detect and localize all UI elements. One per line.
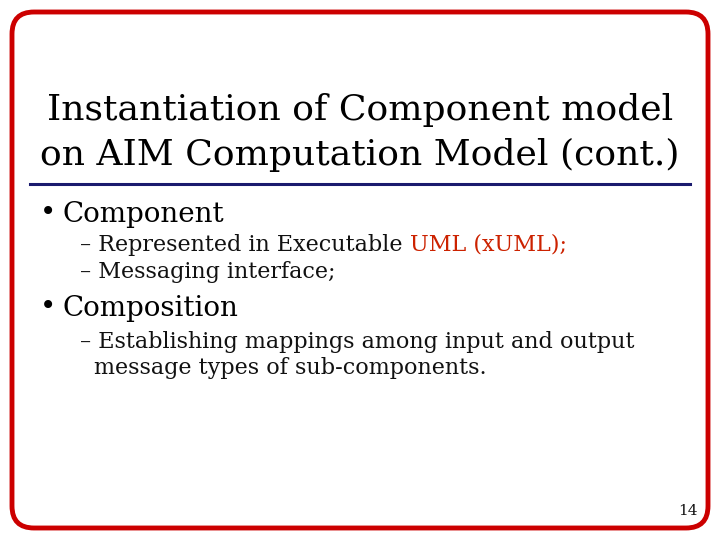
Text: message types of sub-components.: message types of sub-components. bbox=[94, 357, 487, 379]
Text: 14: 14 bbox=[678, 504, 698, 518]
Text: UML (xUML);: UML (xUML); bbox=[410, 234, 567, 256]
Text: •: • bbox=[40, 200, 56, 227]
Text: Component: Component bbox=[62, 200, 224, 227]
Text: – Establishing mappings among input and output: – Establishing mappings among input and … bbox=[80, 331, 634, 353]
Text: Instantiation of Component model: Instantiation of Component model bbox=[47, 93, 673, 127]
Text: •: • bbox=[40, 294, 56, 321]
Text: Composition: Composition bbox=[62, 294, 238, 321]
Text: – Messaging interface;: – Messaging interface; bbox=[80, 261, 336, 283]
Text: – Represented in Executable: – Represented in Executable bbox=[80, 234, 410, 256]
FancyBboxPatch shape bbox=[12, 12, 708, 528]
Text: on AIM Computation Model (cont.): on AIM Computation Model (cont.) bbox=[40, 138, 680, 172]
